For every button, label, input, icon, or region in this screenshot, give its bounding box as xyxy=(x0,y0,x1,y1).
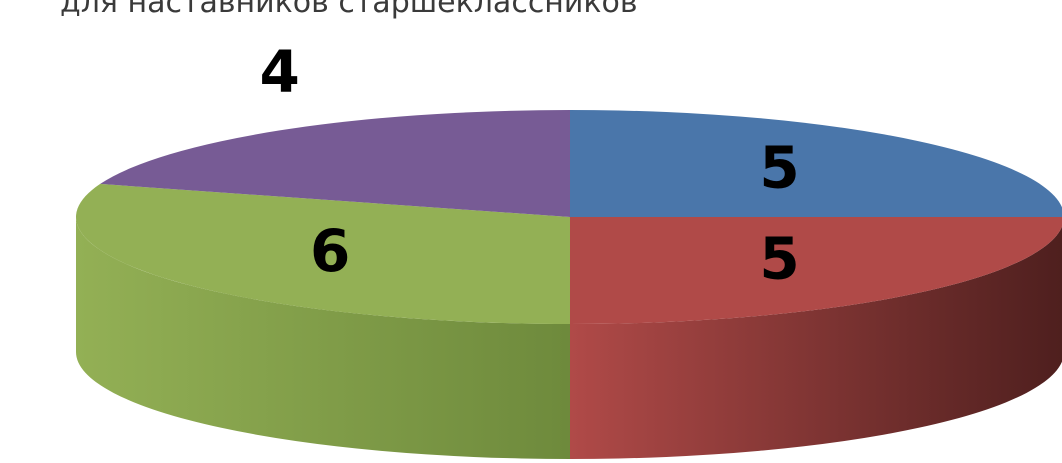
data-label: 4 xyxy=(259,38,299,106)
pie-slice xyxy=(570,110,1062,217)
pie-side xyxy=(570,226,1062,459)
pie-slice xyxy=(570,217,1062,324)
data-label: 5 xyxy=(759,134,799,202)
pie-slice xyxy=(100,110,571,217)
pie-slice xyxy=(75,183,570,324)
pie-side xyxy=(76,217,570,459)
chart-title: для наставников старшеклассников xyxy=(60,0,638,20)
data-label: 5 xyxy=(759,225,799,293)
data-label: 6 xyxy=(310,217,350,285)
